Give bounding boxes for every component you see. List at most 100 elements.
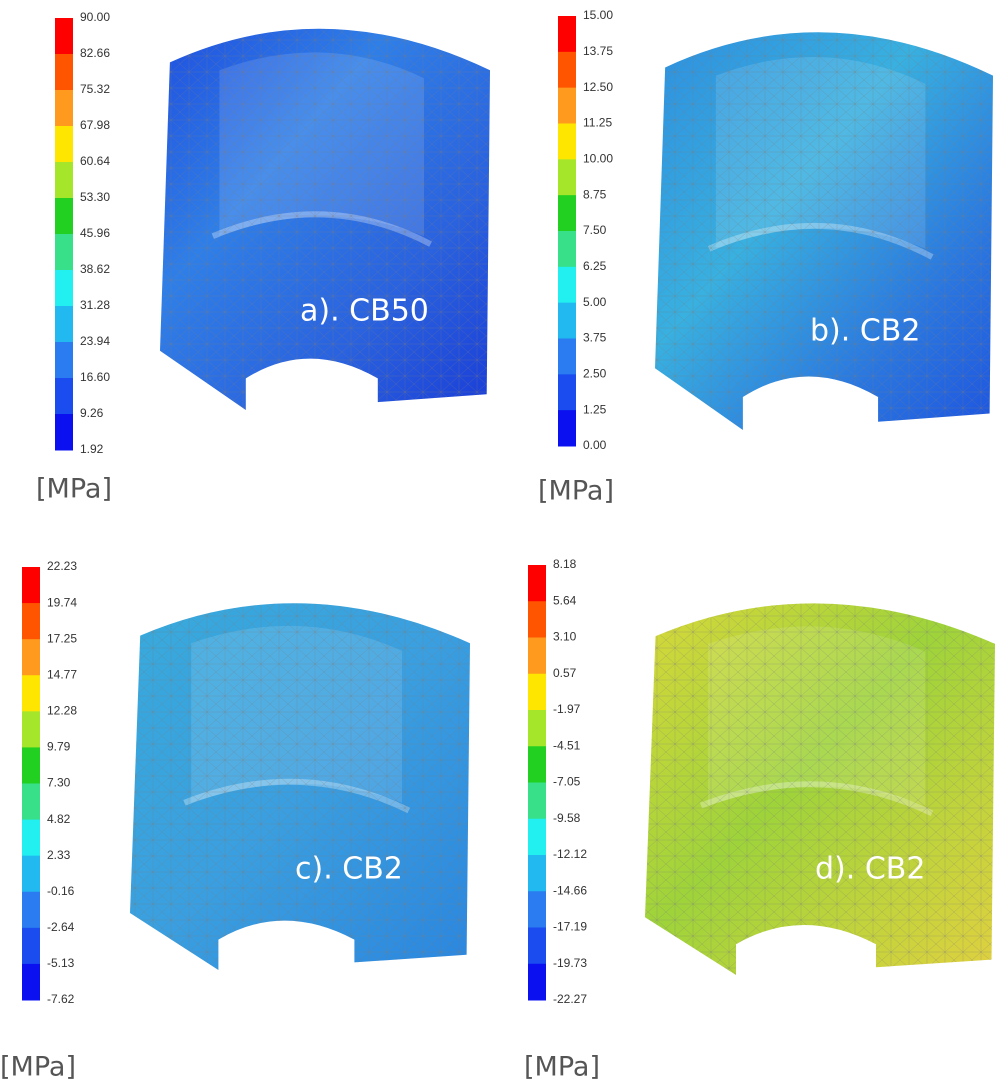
colorbar-segment	[558, 410, 576, 446]
colorbar-segment	[55, 54, 73, 91]
colorbar-tick-label: 5.64	[553, 593, 577, 607]
colorbar-segment	[55, 126, 73, 163]
colorbar-tick-label: 1.92	[80, 442, 104, 456]
colorbar-tick-label: 2.33	[47, 848, 71, 862]
colorbar-segment	[22, 892, 40, 929]
colorbar-segment	[528, 674, 546, 711]
colorbar-tick-label: 14.77	[47, 667, 77, 681]
colorbar-tick-label: 3.10	[553, 630, 577, 644]
colorbar-tick-label: 8.75	[583, 187, 607, 201]
panel: 90.00 82.66 75.32 67.98 60.64 53.30 45.96 38.62…	[36, 10, 490, 504]
colorbar-tick-label: 90.00	[80, 10, 110, 24]
colorbar-segment	[558, 88, 576, 124]
colorbar-segment	[528, 819, 546, 856]
colorbar-tick-label: -19.73	[553, 956, 587, 970]
panel: 8.185.643.100.57-1.97-4.51-7.05-9.58-12.…	[524, 557, 995, 1082]
colorbar-tick-label: -17.19	[553, 920, 587, 934]
colorbar-segment	[528, 891, 546, 928]
colorbar-tick-label: -1.97	[553, 702, 581, 716]
colorbar-segment	[22, 567, 40, 604]
colorbar-segment	[528, 855, 546, 892]
colorbar-segment	[558, 124, 576, 160]
colorbar-segment	[55, 198, 73, 235]
panel: 22.2319.7417.2514.7712.289.797.304.822.3…	[0, 559, 470, 1082]
panel-label: d). CB2	[815, 852, 925, 887]
colorbar-tick-label: -22.27	[553, 992, 587, 1006]
panel-label: a). CB50	[300, 294, 429, 329]
model-mesh	[645, 603, 995, 975]
colorbar-segment	[528, 565, 546, 602]
unit-label: [MPa]	[36, 474, 112, 505]
colorbar-segment	[22, 747, 40, 784]
colorbar-tick-label: 6.25	[583, 259, 607, 273]
colorbar-segment	[22, 964, 40, 1001]
colorbar-tick-label: 75.32	[80, 82, 110, 96]
colorbar-segment	[558, 374, 576, 410]
colorbar-tick-label: 23.94	[80, 334, 110, 348]
colorbar-tick-label: 17.25	[47, 631, 77, 645]
colorbar-segment	[55, 378, 73, 415]
colorbar-segment	[558, 303, 576, 339]
colorbar-segment	[22, 639, 40, 676]
colorbar-tick-label: 2.50	[583, 367, 607, 381]
colorbar-segment	[558, 52, 576, 88]
colorbar-segment	[528, 783, 546, 820]
colorbar-tick-label: -14.66	[553, 883, 587, 897]
colorbar-tick-label: 12.50	[583, 80, 613, 94]
colorbar-segment	[528, 746, 546, 783]
colorbar-segment	[55, 342, 73, 379]
figure: 90.00 82.66 75.32 67.98 60.64 53.30 45.96 38.62…	[0, 0, 997, 1084]
colorbar-segment	[22, 675, 40, 712]
colorbar-tick-label: 11.25	[583, 116, 612, 130]
colorbar-tick-label: 9.26	[80, 406, 104, 420]
colorbar-segment	[55, 162, 73, 199]
colorbar-tick-label: 9.79	[47, 740, 71, 754]
colorbar-segment	[22, 784, 40, 821]
panel-label: b). CB2	[810, 314, 920, 349]
colorbar-tick-label: 60.64	[80, 154, 110, 168]
colorbar-tick-label: 8.18	[553, 557, 577, 571]
colorbar-segment	[22, 711, 40, 748]
colorbar-tick-label: 31.28	[80, 298, 110, 312]
colorbar-tick-label: 22.23	[47, 559, 77, 573]
colorbar-tick-label: 12.28	[47, 704, 77, 718]
colorbar-tick-label: 38.62	[80, 262, 110, 276]
colorbar-segment	[528, 964, 546, 1001]
panel: 15.0013.7512.5011.2510.008.757.506.255.0…	[538, 8, 993, 506]
colorbar-tick-label: -2.64	[47, 920, 75, 934]
colorbar-tick-label: 10.00	[583, 152, 613, 166]
colorbar-tick-label: 0.57	[553, 666, 577, 680]
colorbar-segment	[558, 267, 576, 303]
colorbar-tick-label: -12.12	[553, 847, 587, 861]
colorbar-tick-label: 7.30	[47, 776, 71, 790]
colorbar-segment	[22, 603, 40, 640]
colorbar-tick-label: 67.98	[80, 118, 110, 132]
colorbar-tick-label: 1.25	[583, 402, 607, 416]
colorbar-tick-label: 16.60	[80, 370, 110, 384]
colorbar-segment	[22, 928, 40, 965]
colorbar-tick-label: -7.62	[47, 992, 75, 1006]
colorbar-segment	[55, 234, 73, 271]
model-mesh	[655, 32, 993, 430]
colorbar-tick-label: 82.66	[80, 46, 110, 60]
colorbar-tick-label: 19.74	[47, 595, 77, 609]
colorbar-tick-label: -0.16	[47, 884, 75, 898]
colorbar-tick-label: -5.13	[47, 956, 75, 970]
colorbar-segment	[528, 928, 546, 965]
colorbar-tick-label: -9.58	[553, 811, 581, 825]
colorbar-segment	[558, 16, 576, 52]
colorbar-segment	[55, 90, 73, 127]
unit-label: [MPa]	[0, 1052, 76, 1083]
colorbar-tick-label: -4.51	[553, 738, 581, 752]
colorbar-segment	[558, 231, 576, 267]
colorbar-segment	[55, 414, 73, 451]
colorbar-segment	[558, 159, 576, 195]
panel-label: c). CB2	[295, 852, 403, 887]
colorbar-segment	[55, 306, 73, 343]
colorbar-tick-label: 45.96	[80, 226, 110, 240]
colorbar-segment	[55, 270, 73, 307]
colorbar-tick-label: 0.00	[583, 438, 607, 452]
colorbar-segment	[55, 18, 73, 55]
colorbar-tick-label: 3.75	[583, 331, 607, 345]
colorbar-tick-label: 53.30	[80, 190, 110, 204]
